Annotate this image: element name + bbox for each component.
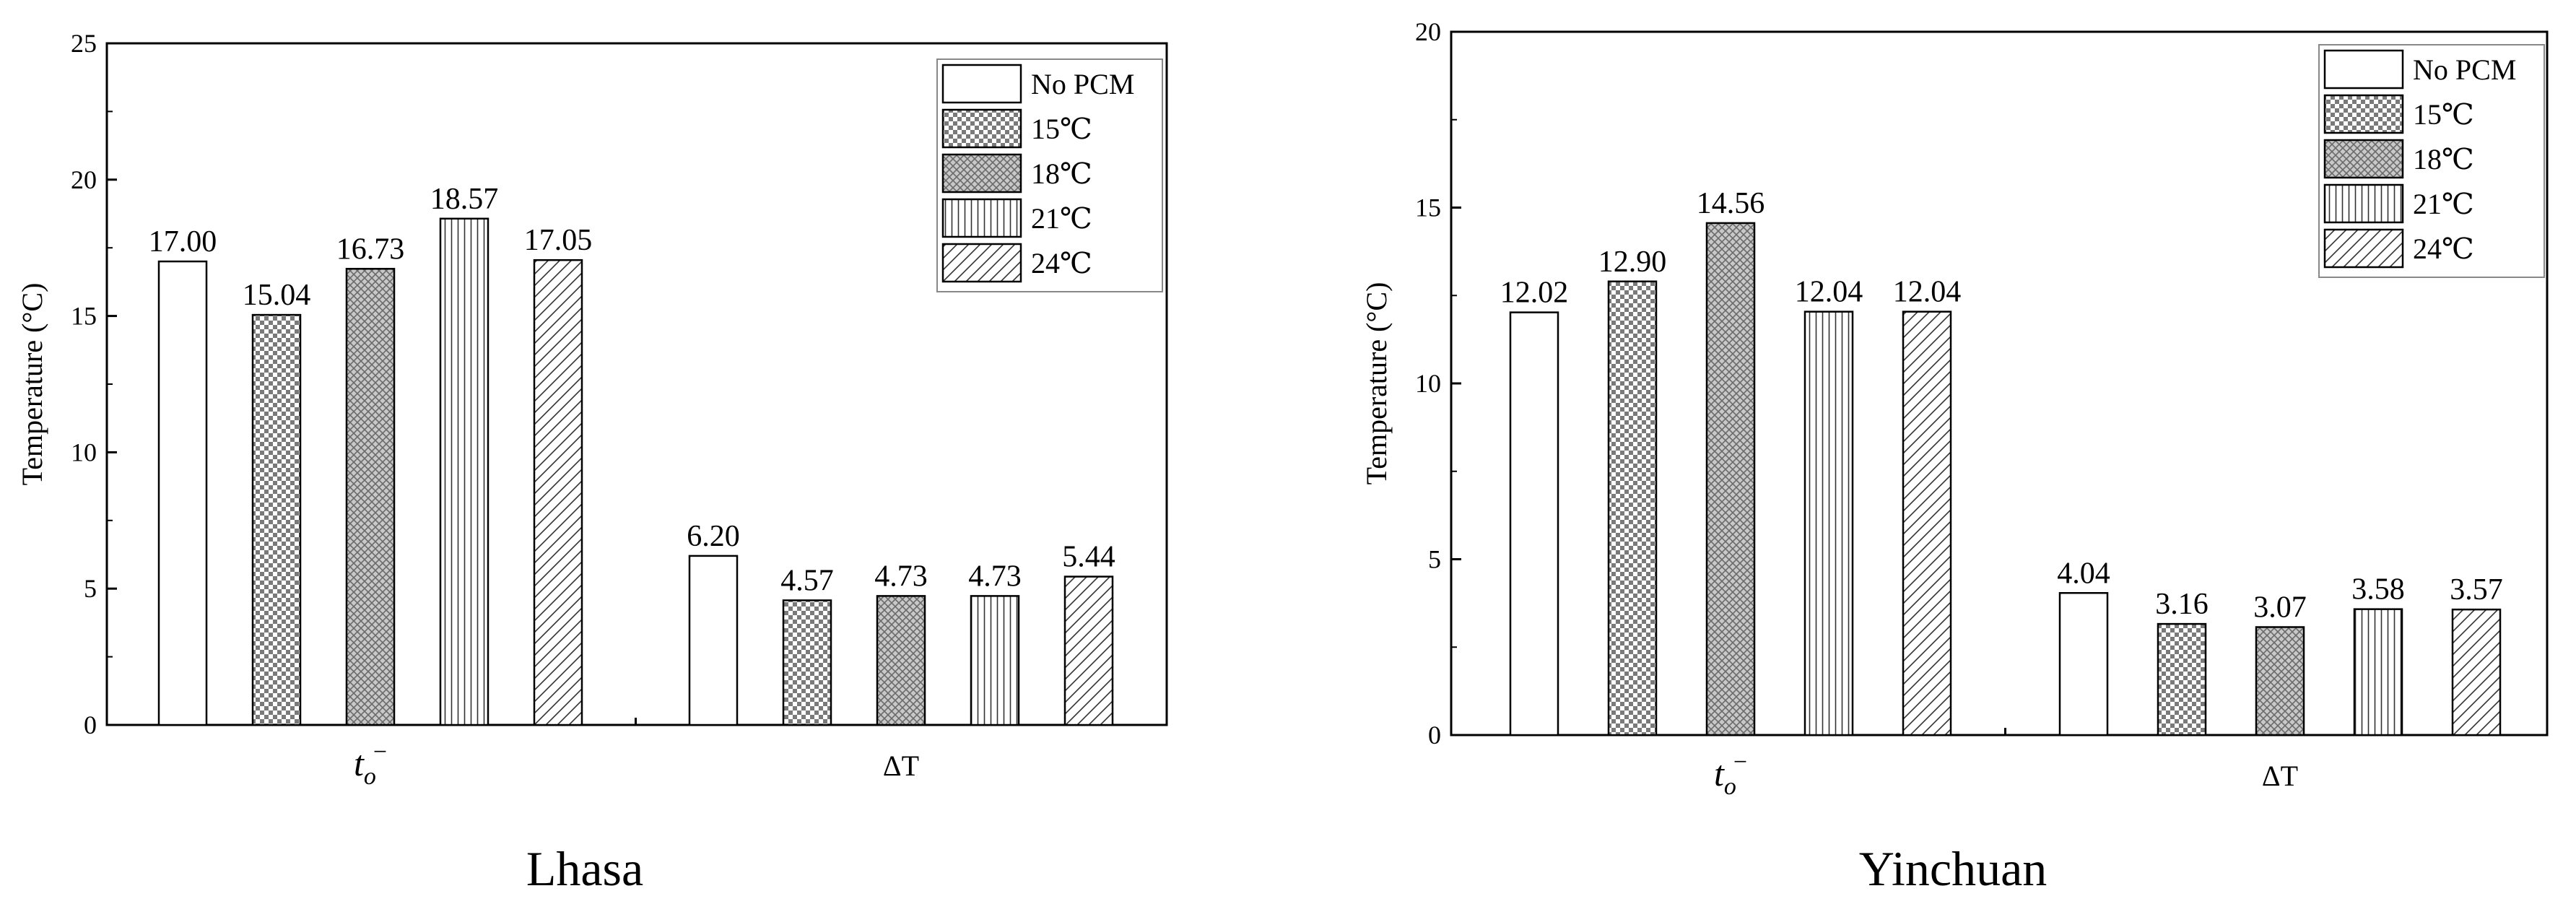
bar-value-label: 4.73: [968, 560, 1022, 593]
bar: [970, 595, 1020, 726]
bar-value-label: 12.04: [1795, 276, 1863, 309]
bar-value-label: 12.90: [1598, 245, 1667, 279]
legend-label: 18℃: [2413, 143, 2474, 175]
bar: [782, 599, 832, 726]
bar-value-label: 4.57: [780, 564, 834, 597]
bar: [251, 313, 302, 726]
bar-value-label: 5.44: [1062, 541, 1115, 574]
bar: [157, 260, 208, 726]
bar-value-label: 3.57: [2450, 573, 2503, 607]
bar: [876, 595, 926, 726]
legend-label: 21℃: [1031, 202, 1092, 235]
legend-swatch: [2323, 139, 2404, 179]
chart-panel-lhasa: 0 5 10 15 20 25 Temperature (°C) 17.00 15.04 16.7…: [16, 29, 1168, 896]
bar: [533, 258, 583, 726]
bar-value-label: 6.20: [687, 520, 740, 553]
legend-label: 15℃: [1031, 113, 1092, 145]
legend-label: 18℃: [1031, 157, 1092, 190]
chart-panel-yinchuan: 0 5 10 15 20 Temperature (°C) 12.02 12.90 14.56 1…: [1360, 17, 2549, 896]
y-axis-title: Temperature (°C): [16, 283, 48, 486]
bar-value-label: 17.05: [524, 224, 593, 257]
x-category-label: ΔT: [883, 749, 919, 782]
bar-value-label: 17.00: [149, 225, 217, 258]
legend-label: 15℃: [2413, 98, 2474, 131]
legend-swatch: [2323, 49, 2404, 90]
legend-swatch: [941, 243, 1022, 283]
legend-swatch: [2323, 228, 2404, 269]
bar-value-label: 4.04: [2057, 557, 2110, 590]
bar: [2255, 626, 2305, 736]
legend-swatch: [2323, 94, 2404, 134]
legend-label: 24℃: [2413, 232, 2474, 265]
bar-value-label: 3.07: [2253, 591, 2307, 624]
bar: [1705, 222, 1756, 736]
y-axis-title: Temperature (°C): [1360, 282, 1393, 485]
x-category-label: to−: [354, 739, 387, 790]
panel-caption: Yinchuan: [1859, 841, 2048, 896]
legend-label: 24℃: [1031, 247, 1092, 279]
bar: [1803, 310, 1854, 736]
bar-value-label: 4.73: [874, 560, 928, 593]
bar: [2058, 592, 2109, 736]
legend-swatch: [941, 198, 1022, 238]
bar-value-label: 3.16: [2155, 588, 2209, 621]
bar: [1063, 575, 1114, 726]
bar: [1607, 280, 1658, 736]
legend-swatch: [941, 64, 1022, 104]
bar-value-label: 15.04: [243, 279, 311, 312]
y-tick-label: 20: [71, 165, 97, 194]
y-tick-label: 25: [71, 29, 97, 58]
bar: [345, 268, 396, 726]
bar: [2451, 608, 2502, 736]
bar-value-label: 16.73: [336, 232, 405, 266]
legend-label: 21℃: [2413, 188, 2474, 220]
legend-swatch: [2323, 183, 2404, 224]
y-tick-label: 0: [1428, 721, 1441, 749]
bar: [439, 217, 489, 726]
bar: [1902, 310, 1952, 736]
y-tick-label: 15: [71, 302, 97, 331]
bar: [1509, 311, 1559, 736]
bar-value-label: 18.57: [430, 183, 499, 216]
legend-swatch: [941, 108, 1022, 149]
bar: [2353, 608, 2403, 736]
panel-caption: Lhasa: [526, 841, 643, 896]
y-tick-label: 5: [84, 574, 97, 603]
bar-value-label: 3.58: [2351, 573, 2405, 607]
bar-value-label: 12.04: [1893, 276, 1962, 309]
x-category-label: to−: [1714, 749, 1747, 800]
y-tick-label: 0: [84, 710, 97, 739]
y-tick-label: 10: [71, 438, 97, 466]
legend-label: No PCM: [2413, 53, 2516, 86]
bar-value-label: 14.56: [1697, 187, 1765, 220]
legend-label: No PCM: [1031, 68, 1134, 100]
y-tick-label: 10: [1415, 369, 1441, 398]
y-tick-label: 5: [1428, 545, 1441, 574]
bar: [2157, 622, 2207, 736]
bar: [688, 555, 739, 726]
bar-value-label: 12.02: [1500, 277, 1569, 310]
y-tick-label: 20: [1415, 17, 1441, 46]
y-tick-label: 15: [1415, 194, 1441, 222]
legend-swatch: [941, 153, 1022, 194]
x-category-label: ΔT: [2262, 760, 2298, 792]
